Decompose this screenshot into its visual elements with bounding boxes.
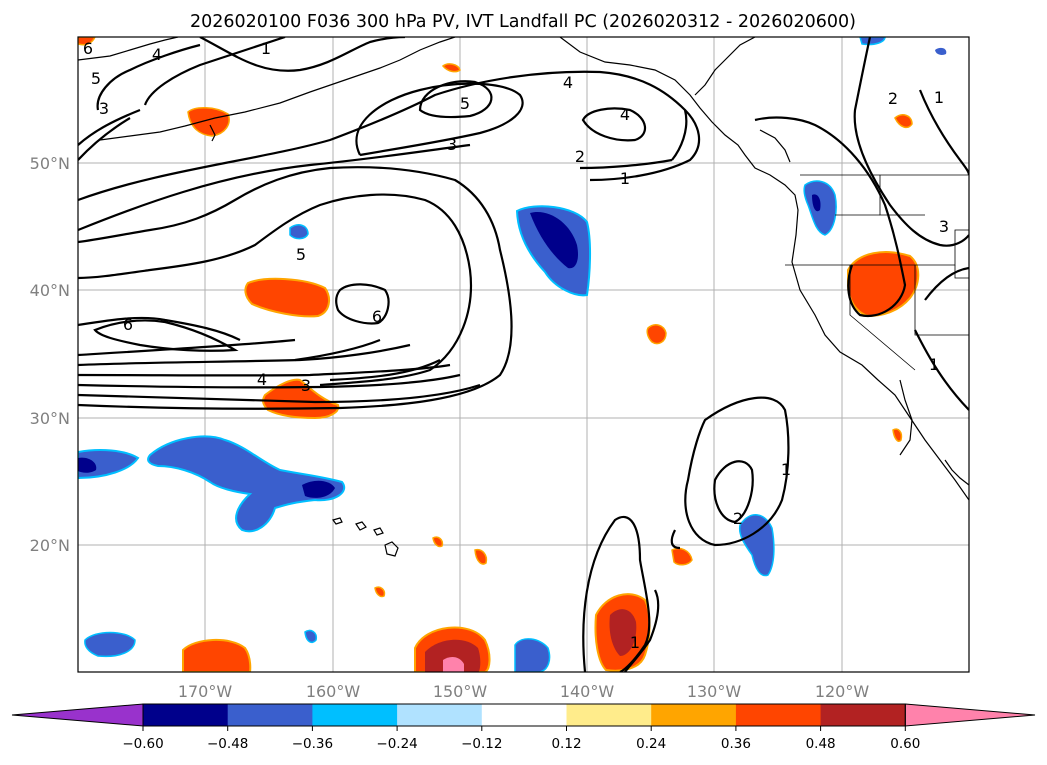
colorbar-tick-label: −0.48 (207, 736, 248, 752)
lon-tick-label: 120°W (815, 682, 870, 701)
contour-label: 1 (781, 460, 791, 479)
contour-label: 4 (152, 45, 162, 64)
lon-tick-labels: 170°W 160°W 150°W 140°W 130°W 120°W (178, 682, 870, 701)
colorbar-tick-label: 0.36 (721, 736, 751, 752)
lat-tick-label: 50°N (30, 154, 70, 173)
colorbar: −0.60 −0.48 −0.36 −0.24 −0.12 0.12 0.24 0.36 0.4… (11, 703, 1036, 752)
colorbar-swatch (227, 704, 313, 726)
contour-label: 6 (83, 39, 93, 58)
colorbar-swatch (651, 704, 737, 726)
map-panel: 6 5 4 1 3 5 4 4 3 2 1 2 1 5 6 6 4 3 3 1 … (30, 36, 970, 701)
colorbar-swatch (820, 704, 906, 726)
contour-label: 1 (261, 39, 271, 58)
colorbar-tick-label: 0.48 (806, 736, 836, 752)
colorbar-tick-label: −0.12 (461, 736, 502, 752)
contour-label: 1 (934, 88, 944, 107)
contour-label: 1 (620, 169, 630, 188)
contour-label: 4 (563, 73, 573, 92)
lon-tick-label: 130°W (687, 682, 742, 701)
lat-tick-label: 30°N (30, 409, 70, 428)
contour-label: 1 (929, 355, 939, 374)
contour-label: 4 (257, 370, 267, 389)
contour-label: 3 (301, 376, 311, 395)
pv-positive-regions (78, 37, 920, 672)
colorbar-tick-label: 0.12 (551, 736, 581, 752)
colorbar-tick-label: 0.24 (636, 736, 666, 752)
contour-label: 5 (91, 69, 101, 88)
colorbar-tick-label: −0.60 (122, 736, 163, 752)
contour-label: 3 (447, 135, 457, 154)
colorbar-swatch (481, 704, 567, 726)
colorbar-swatch (143, 704, 229, 726)
colorbar-frame (142, 703, 906, 727)
contour-label: 6 (123, 315, 133, 334)
map-frame (77, 36, 970, 673)
colorbar-extend-max (904, 703, 1036, 727)
contour-label: 6 (372, 307, 382, 326)
lon-tick-label: 140°W (560, 682, 615, 701)
contour-label: 3 (939, 217, 949, 236)
lon-tick-label: 170°W (178, 682, 233, 701)
contour-label: 5 (460, 94, 470, 113)
colorbar-swatch (312, 704, 398, 726)
lon-tick-label: 150°W (433, 682, 488, 701)
state-borders (785, 174, 969, 371)
contour-label: 3 (99, 99, 109, 118)
colorbar-swatch (397, 704, 483, 726)
pv-negative-regions (78, 37, 947, 672)
lon-tick-label: 160°W (306, 682, 361, 701)
contour-label: 1 (630, 633, 640, 652)
lat-tick-labels: 50°N 40°N 30°N 20°N (30, 154, 70, 555)
lat-tick-label: 40°N (30, 281, 70, 300)
colorbar-tick-label: −0.36 (292, 736, 333, 752)
colorbar-extend-min (11, 703, 144, 727)
colorbar-swatch (735, 704, 822, 726)
contour-label: 2 (575, 147, 585, 166)
pv-contours (78, 37, 969, 672)
coastlines (78, 37, 969, 557)
contour-label: 2 (733, 509, 743, 528)
colorbar-tick-label: 0.60 (890, 736, 920, 752)
contour-label: 5 (296, 245, 306, 264)
colorbar-tick-label: −0.24 (376, 736, 417, 752)
lat-tick-label: 20°N (30, 536, 70, 555)
plot-title: 2026020100 F036 300 hPa PV, IVT Landfall… (190, 12, 856, 32)
contour-label: 2 (888, 89, 898, 108)
contour-labels: 6 5 4 1 3 5 4 4 3 2 1 2 1 5 6 6 4 3 3 1 … (83, 39, 949, 652)
contour-label: 4 (620, 105, 630, 124)
colorbar-swatch (566, 704, 652, 726)
